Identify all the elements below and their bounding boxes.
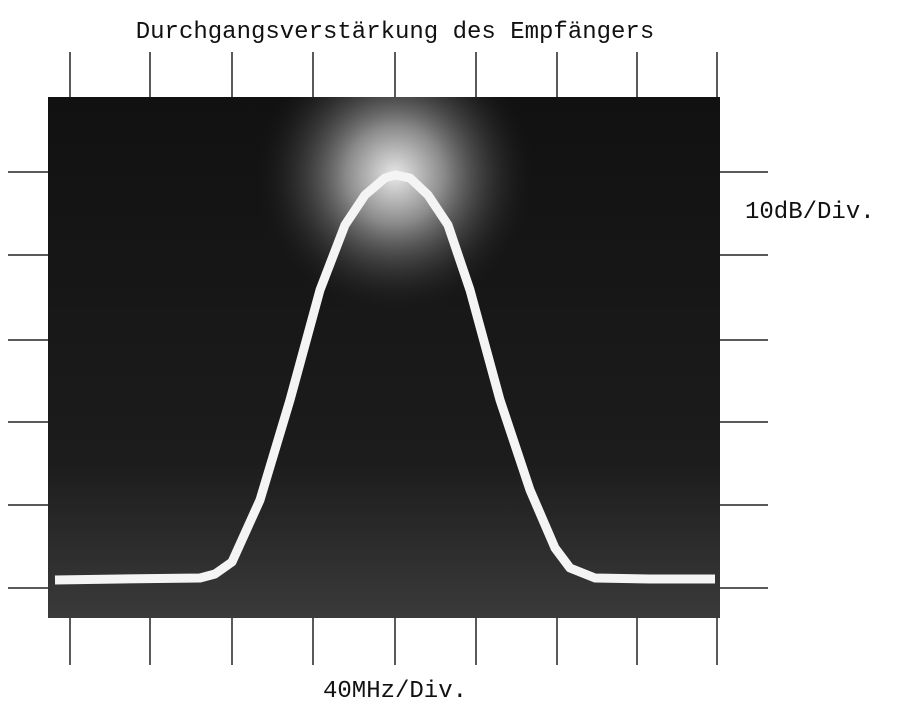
x-scale-label: 40MHz/Div. (323, 678, 467, 704)
left-ticks (8, 172, 48, 588)
right-ticks (720, 172, 768, 588)
top-ticks (70, 52, 717, 97)
bottom-ticks (70, 618, 717, 665)
spectrum-figure: Durchgangsverstärkung des Empfängers 10d… (0, 0, 898, 704)
title: Durchgangsverstärkung des Empfängers (136, 19, 654, 46)
page: Durchgangsverstärkung des Empfängers 10d… (0, 0, 898, 704)
y-scale-label: 10dB/Div. (745, 199, 875, 226)
